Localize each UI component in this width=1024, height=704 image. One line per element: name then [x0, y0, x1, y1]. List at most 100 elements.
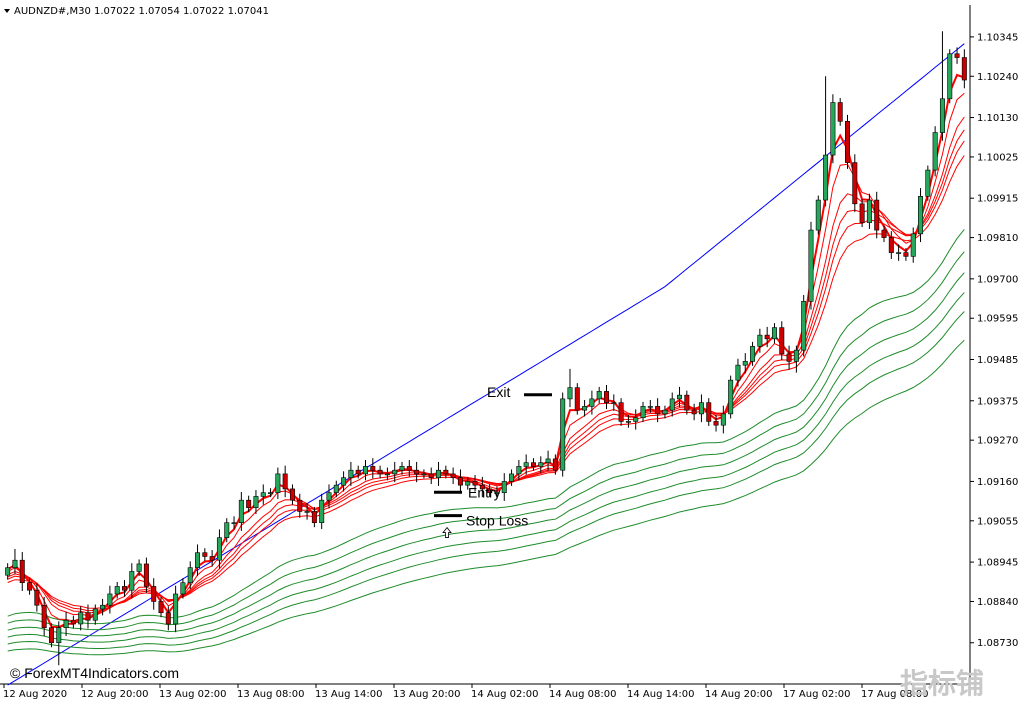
bear-candle [122, 586, 127, 591]
bull-candle [545, 458, 551, 463]
bull-candle [224, 522, 230, 538]
time-tick-label: 12 Aug 20:00 [81, 689, 148, 700]
bear-candle [428, 473, 434, 478]
price-tick-label: 1.08730 [977, 638, 1018, 649]
bear-candle [143, 563, 149, 587]
watermark-logo: 指标铺 [900, 667, 984, 700]
bull-candle [136, 563, 142, 572]
bear-candle [713, 421, 719, 426]
bull-candle [333, 484, 339, 493]
bear-candle [457, 477, 463, 486]
bull-candle [538, 462, 544, 467]
bull-candle [720, 413, 726, 426]
bull-candle [421, 473, 427, 476]
bear-candle [209, 556, 215, 561]
time-tick-label: 14 Aug 20:00 [705, 689, 772, 700]
bull-candle [114, 586, 120, 595]
bull-candle [238, 499, 244, 523]
bear-candle [837, 102, 843, 122]
symbol-dropdown-icon[interactable] [4, 9, 10, 13]
bear-candle [779, 327, 785, 355]
price-tick-label: 1.10130 [977, 113, 1018, 124]
bear-candle [764, 334, 770, 340]
bull-candle [348, 469, 354, 478]
bull-candle [509, 473, 515, 482]
bull-candle [275, 473, 281, 493]
bear-candle [845, 120, 850, 163]
bull-candle [750, 346, 756, 362]
bull-candle [793, 349, 799, 362]
time-tick-label: 13 Aug 20:00 [393, 689, 460, 700]
bull-candle [910, 233, 916, 257]
bear-candle [954, 53, 960, 58]
bear-candle [246, 499, 252, 508]
trade-annotations: Exit Entry Stop Loss [434, 384, 552, 538]
bull-candle [107, 593, 113, 606]
bull-candle [925, 169, 931, 197]
symbol-info: AUDNZD#,M30 1.07022 1.07054 1.07022 1.07… [14, 6, 269, 17]
bull-candle [268, 492, 274, 494]
bull-candle [253, 496, 259, 508]
ma-200-line [7, 43, 965, 686]
bear-candle [70, 619, 76, 625]
bull-candle [698, 402, 704, 415]
price-tick-label: 1.09915 [977, 194, 1018, 205]
bull-candle [173, 593, 179, 625]
bull-candle [757, 334, 763, 347]
price-tick-label: 1.10025 [977, 152, 1018, 163]
buy-arrow-icon [442, 526, 452, 538]
bull-candle [662, 409, 668, 415]
bear-candle [406, 466, 412, 471]
ema-30-line [7, 229, 965, 625]
bear-candle [574, 387, 580, 411]
price-tick-label: 1.09810 [977, 233, 1018, 244]
time-tick-label: 17 Aug 08:00 [861, 689, 928, 700]
bull-candle [633, 417, 639, 422]
bear-candle [450, 473, 456, 478]
price-tick-label: 1.10240 [977, 72, 1018, 83]
bear-candle [377, 469, 383, 475]
ema-45-line [7, 292, 965, 643]
bull-candle [567, 387, 573, 400]
bear-candle [34, 589, 40, 606]
bull-candle [560, 398, 566, 471]
price-tick-label: 1.09485 [977, 355, 1018, 366]
bull-candle [187, 567, 193, 584]
bear-candle [165, 612, 171, 625]
bear-candle [297, 499, 303, 512]
bear-candle [158, 601, 164, 614]
ema-15-line [7, 155, 965, 609]
moving-averages [7, 43, 965, 686]
ema-8-line [7, 116, 965, 617]
bear-candle [27, 582, 33, 591]
bear-candle [691, 409, 697, 415]
bear-candle [852, 162, 858, 205]
bear-candle [881, 229, 887, 238]
bull-candle [742, 361, 748, 366]
bull-candle [195, 552, 201, 569]
bull-candle [180, 582, 186, 595]
bull-candle [5, 567, 11, 576]
price-tick-label: 1.09700 [977, 274, 1018, 285]
time-tick-label: 14 Aug 08:00 [549, 689, 616, 700]
bear-candle [684, 394, 690, 411]
bear-candle [472, 481, 478, 486]
bull-candle [465, 481, 471, 486]
ema-10-line [7, 129, 965, 614]
price-tick-label: 1.08945 [977, 558, 1018, 569]
bull-candle [341, 477, 347, 486]
bull-candle [640, 406, 646, 418]
bear-candle [282, 473, 288, 490]
ema-35-line [7, 251, 965, 631]
bull-candle [611, 402, 617, 404]
price-tick-label: 1.08840 [977, 597, 1018, 608]
bear-candle [706, 402, 712, 422]
bull-candle [231, 522, 237, 524]
bull-candle [326, 492, 332, 501]
bear-candle [786, 353, 792, 362]
bull-candle [436, 469, 442, 478]
bear-candle [151, 586, 157, 602]
time-tick-label: 13 Aug 02:00 [159, 689, 226, 700]
bear-candle [655, 406, 661, 415]
